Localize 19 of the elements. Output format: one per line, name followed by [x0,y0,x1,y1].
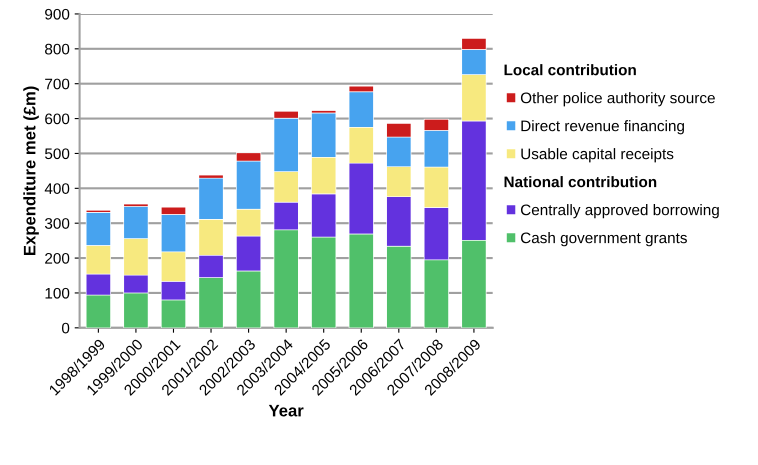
y-tick-label: 400 [44,183,70,194]
legend-label: Cash government grants [520,232,687,246]
y-tick-label: 700 [45,78,70,90]
y-axis-title: Expenditure met (£m) [23,86,39,255]
y-tick-label: 0 [62,322,70,334]
text: National contribution [504,176,656,188]
y-tick-label: 200 [45,252,70,264]
legend-label: Other police authority source [520,92,715,106]
y-tick-label: 900 [45,8,70,20]
y-tick-label: 800 [45,44,70,55]
legend-label: Centrally approved borrowing [520,204,719,218]
y-tick-label: 500 [44,148,70,160]
legend-label: Usable capital receipts [521,148,674,162]
y-tick-label: 300 [44,218,70,229]
x-axis-title: Year [268,404,304,416]
legend-label: Direct revenue financing [521,120,684,134]
text: Local contribution [504,64,636,76]
y-tick-label: 600 [45,113,70,124]
y-tick-label: 100 [46,288,70,299]
